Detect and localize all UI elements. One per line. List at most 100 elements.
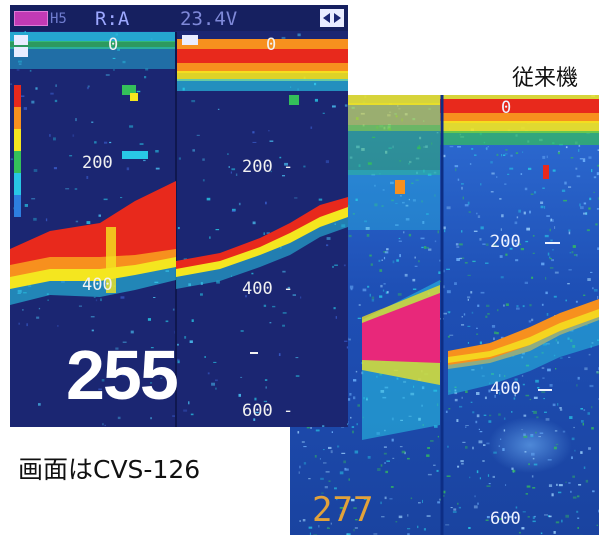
noise-speck xyxy=(477,502,479,505)
noise-speck xyxy=(418,502,421,504)
noise-speck xyxy=(366,234,370,237)
noise-speck xyxy=(331,431,333,433)
noise-speck xyxy=(155,150,159,153)
noise-speck xyxy=(449,145,454,148)
noise-speck xyxy=(303,165,306,168)
noise-speck xyxy=(593,191,595,193)
noise-speck xyxy=(294,197,298,199)
noise-speck xyxy=(374,203,378,207)
noise-speck xyxy=(409,160,412,164)
noise-speck xyxy=(517,239,519,242)
noise-speck xyxy=(547,252,550,256)
noise-speck xyxy=(524,451,527,453)
noise-speck xyxy=(534,191,537,194)
noise-speck xyxy=(461,316,463,318)
noise-speck xyxy=(408,233,412,237)
legacy-depth-200: 200 xyxy=(490,232,521,252)
noise-speck xyxy=(590,271,593,273)
noise-speck xyxy=(269,140,274,142)
noise-speck xyxy=(518,209,521,213)
noise-speck xyxy=(514,378,518,381)
noise-speck xyxy=(202,158,205,161)
noise-speck xyxy=(369,254,372,257)
noise-speck xyxy=(333,307,336,310)
noise-speck xyxy=(520,248,524,251)
noise-speck xyxy=(350,288,353,291)
noise-speck xyxy=(372,136,376,138)
expand-toggle-icon[interactable] xyxy=(320,9,344,27)
noise-speck xyxy=(403,231,405,234)
noise-speck xyxy=(315,429,320,432)
noise-speck xyxy=(392,260,395,264)
noise-speck xyxy=(364,497,369,500)
noise-speck xyxy=(476,212,478,215)
noise-speck xyxy=(105,74,110,76)
noise-speck xyxy=(596,371,599,374)
noise-speck xyxy=(461,396,463,399)
noise-speck xyxy=(346,398,351,401)
noise-speck xyxy=(302,519,306,522)
noise-speck xyxy=(396,259,399,262)
noise-speck xyxy=(524,281,528,284)
noise-speck xyxy=(457,502,459,505)
noise-speck xyxy=(251,272,254,275)
noise-speck xyxy=(474,154,477,156)
noise-speck xyxy=(87,85,90,88)
noise-speck xyxy=(215,379,218,382)
noise-speck xyxy=(476,327,478,329)
noise-speck xyxy=(240,330,244,332)
noise-speck xyxy=(325,160,329,164)
noise-speck xyxy=(235,173,238,176)
noise-speck xyxy=(561,189,566,192)
noise-speck xyxy=(553,295,557,298)
noise-speck xyxy=(426,213,429,215)
noise-speck xyxy=(202,179,205,182)
cvs126-left-depth-200: 200 xyxy=(82,153,113,173)
noise-speck xyxy=(477,304,480,307)
noise-speck xyxy=(427,447,430,449)
noise-speck xyxy=(488,483,491,485)
noise-speck xyxy=(436,132,439,134)
noise-speck xyxy=(336,498,338,501)
noise-speck xyxy=(544,514,548,516)
noise-speck xyxy=(421,246,424,249)
noise-speck xyxy=(470,291,473,294)
noise-speck xyxy=(328,480,331,482)
noise-speck xyxy=(454,398,458,402)
noise-speck xyxy=(522,305,525,308)
noise-speck xyxy=(532,520,536,523)
noise-speck xyxy=(426,515,431,517)
noise-speck xyxy=(593,176,597,179)
noise-speck xyxy=(515,506,518,509)
noise-speck xyxy=(266,232,270,234)
cvs126-depth-readout: 255 xyxy=(66,336,179,414)
noise-speck xyxy=(334,487,337,490)
noise-speck xyxy=(584,367,588,371)
noise-speck xyxy=(353,507,357,509)
noise-speck xyxy=(122,373,126,377)
noise-speck xyxy=(565,514,569,518)
noise-speck xyxy=(532,516,535,519)
noise-speck xyxy=(397,293,402,296)
noise-speck xyxy=(568,482,571,484)
noise-speck xyxy=(53,137,56,141)
noise-speck xyxy=(407,528,411,530)
noise-speck xyxy=(454,165,459,168)
noise-speck xyxy=(480,183,482,186)
noise-speck xyxy=(524,187,528,191)
noise-speck xyxy=(477,215,481,218)
noise-speck xyxy=(496,176,498,178)
noise-speck xyxy=(427,473,432,476)
legacy-fish-mark xyxy=(395,180,405,194)
noise-speck xyxy=(568,356,571,358)
noise-speck xyxy=(427,173,432,176)
noise-speck xyxy=(544,234,549,238)
range-mode: R:A xyxy=(95,8,130,30)
cvs126-right-depth-600: 600 - xyxy=(242,401,294,421)
noise-speck xyxy=(452,511,457,513)
noise-speck xyxy=(357,404,360,407)
noise-speck xyxy=(299,465,301,469)
noise-speck xyxy=(572,245,576,248)
noise-speck xyxy=(503,304,505,307)
noise-speck xyxy=(297,431,300,434)
